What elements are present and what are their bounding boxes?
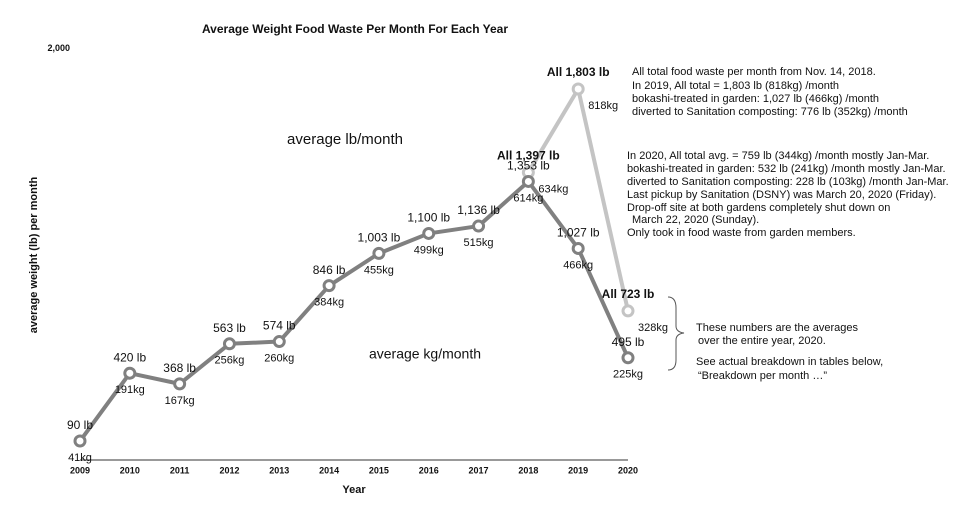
x-tick-label: 2013 (269, 465, 289, 475)
x-tick-label: 2018 (518, 465, 538, 475)
point (621, 304, 635, 318)
kg-label: 515kg (464, 237, 494, 249)
value-label: 1,100 lb (407, 211, 450, 225)
kg-label: 256kg (214, 355, 244, 367)
annotation: Last pickup by Sanitation (DSNY) was Mar… (627, 189, 936, 201)
x-axis-label: Year (342, 484, 366, 496)
x-tick-label: 2010 (120, 465, 140, 475)
value-label: 368 lb (163, 361, 196, 375)
point (422, 226, 436, 240)
annotation: average lb/month (287, 131, 403, 148)
chart-title: Average Weight Food Waste Per Month For … (202, 22, 508, 36)
value-label: 1,353 lb (507, 159, 550, 173)
y-tick-label: 2,000 (47, 43, 70, 53)
kg-label: 384kg (314, 297, 344, 309)
value-label: 1,027 lb (557, 226, 600, 240)
value-label: 1,003 lb (358, 231, 401, 245)
point (322, 279, 336, 293)
kg-label: 634kg (538, 183, 568, 195)
point (571, 241, 585, 255)
x-tick-label: 2014 (319, 465, 339, 475)
point (372, 246, 386, 260)
kg-label: 614kg (513, 192, 543, 204)
point (222, 337, 236, 351)
kg-label: 328kg (638, 322, 668, 334)
value-label: 495 lb (612, 335, 645, 349)
series-line (78, 179, 630, 443)
annotation: diverted to Sanitation composting: 776 l… (632, 106, 908, 118)
value-label: 420 lb (113, 350, 146, 364)
value-label: 574 lb (263, 319, 296, 333)
value-label: All 723 lb (602, 287, 655, 301)
kg-label: 167kg (165, 395, 195, 407)
annotation: See actual breakdown in tables below, (696, 356, 883, 368)
point (73, 434, 87, 448)
annotation: bokashi-treated in garden: 1,027 lb (466… (632, 93, 879, 105)
point (472, 219, 486, 233)
value-label: 1,136 lb (457, 203, 500, 217)
annotation: All total food waste per month from Nov.… (632, 66, 876, 78)
annotation: average kg/month (369, 346, 481, 362)
annotation: over the entire year, 2020. (698, 335, 826, 347)
kg-label: 499kg (414, 244, 444, 256)
x-tick-label: 2016 (419, 465, 439, 475)
annotation: In 2020, All total avg. = 759 lb (344kg)… (627, 150, 929, 162)
annotation: diverted to Sanitation composting: 228 l… (627, 176, 949, 188)
kg-label: 818kg (588, 100, 618, 112)
annotation: Drop-off site at both gardens completely… (627, 202, 890, 214)
point (173, 377, 187, 391)
point (123, 366, 137, 380)
kg-label: 225kg (613, 369, 643, 381)
value-label: All 1,803 lb (547, 65, 610, 79)
annotation: “Breakdown per month …” (698, 370, 827, 382)
x-tick-label: 2011 (170, 465, 190, 475)
x-tick-label: 2015 (369, 465, 389, 475)
x-tick-label: 2020 (618, 465, 638, 475)
x-tick-label: 2009 (70, 465, 90, 475)
point (571, 82, 585, 96)
annotation: March 22, 2020 (Sunday). (632, 214, 759, 226)
x-tick-label: 2019 (568, 465, 588, 475)
x-tick-label: 2017 (469, 465, 489, 475)
value-label: 846 lb (313, 263, 346, 277)
annotation: bokashi-treated in garden: 532 lb (241kg… (627, 163, 946, 175)
point (521, 174, 535, 188)
value-label: 563 lb (213, 321, 246, 335)
x-tick-label: 2012 (219, 465, 239, 475)
annotation: In 2019, All total = 1,803 lb (818kg) /m… (632, 80, 839, 92)
y-axis-label: average weight (lb) per month (28, 176, 40, 333)
kg-label: 466kg (563, 259, 593, 271)
kg-label: 191kg (115, 384, 145, 396)
kg-label: 455kg (364, 264, 394, 276)
value-label: 90 lb (67, 418, 93, 432)
point (272, 335, 286, 349)
annotation: Only took in food waste from garden memb… (627, 227, 856, 239)
value-label: All 1,397 lb (497, 149, 560, 163)
point (621, 351, 635, 365)
annotation: These numbers are the averages (696, 322, 859, 334)
brace (667, 296, 685, 371)
kg-label: 260kg (264, 352, 294, 364)
kg-label: 41kg (68, 452, 92, 464)
